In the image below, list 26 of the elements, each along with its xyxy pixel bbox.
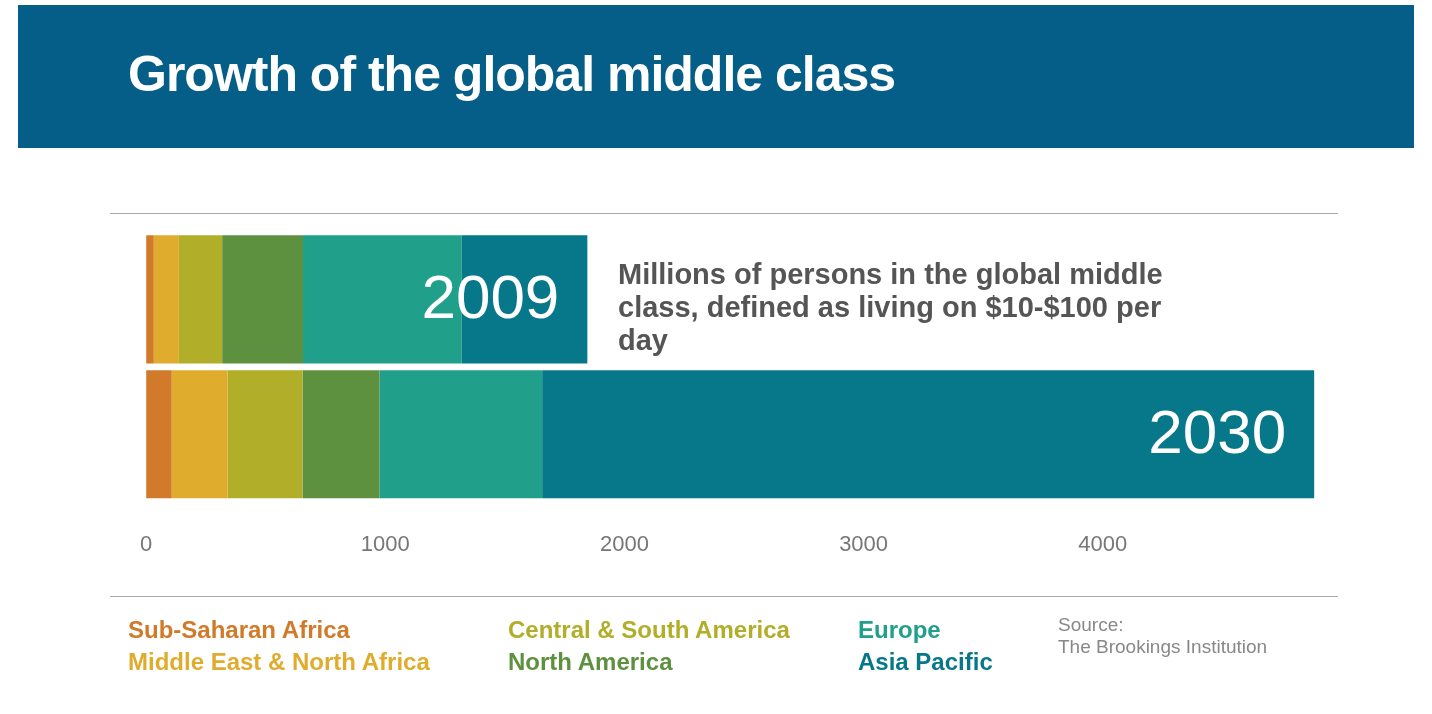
text: Central & South America bbox=[508, 616, 791, 645]
bar bbox=[379, 370, 543, 499]
text: Europe bbox=[858, 616, 942, 645]
text: North America bbox=[508, 648, 674, 677]
x-tick-label: 0 bbox=[139, 530, 153, 556]
y-tick-label: 2009 bbox=[421, 262, 560, 332]
text: Middle East & North Africa bbox=[128, 648, 431, 677]
bar bbox=[178, 235, 223, 364]
bar bbox=[146, 370, 172, 499]
x-tick-label: 1000 bbox=[360, 530, 410, 556]
bar bbox=[153, 235, 179, 364]
x-tick-label: 4000 bbox=[1078, 530, 1128, 556]
source-note: Source: The Brookings Institution bbox=[1058, 614, 1268, 659]
text: Asia Pacific bbox=[858, 648, 994, 677]
bar bbox=[171, 370, 228, 499]
bar bbox=[302, 370, 380, 499]
text: Sub-Saharan Africa bbox=[128, 616, 351, 645]
bar bbox=[222, 235, 304, 364]
annotation: Millions of persons in the global middle class, defined as living on $10-$100 per day bbox=[618, 258, 1164, 357]
bar bbox=[146, 235, 154, 364]
y-tick-label: 2030 bbox=[1148, 397, 1287, 467]
bar bbox=[542, 370, 1315, 499]
bar bbox=[227, 370, 303, 499]
chart-title: Growth of the global middle class bbox=[128, 45, 896, 103]
x-tick-label: 3000 bbox=[839, 530, 889, 556]
x-tick-label: 2000 bbox=[599, 530, 649, 556]
